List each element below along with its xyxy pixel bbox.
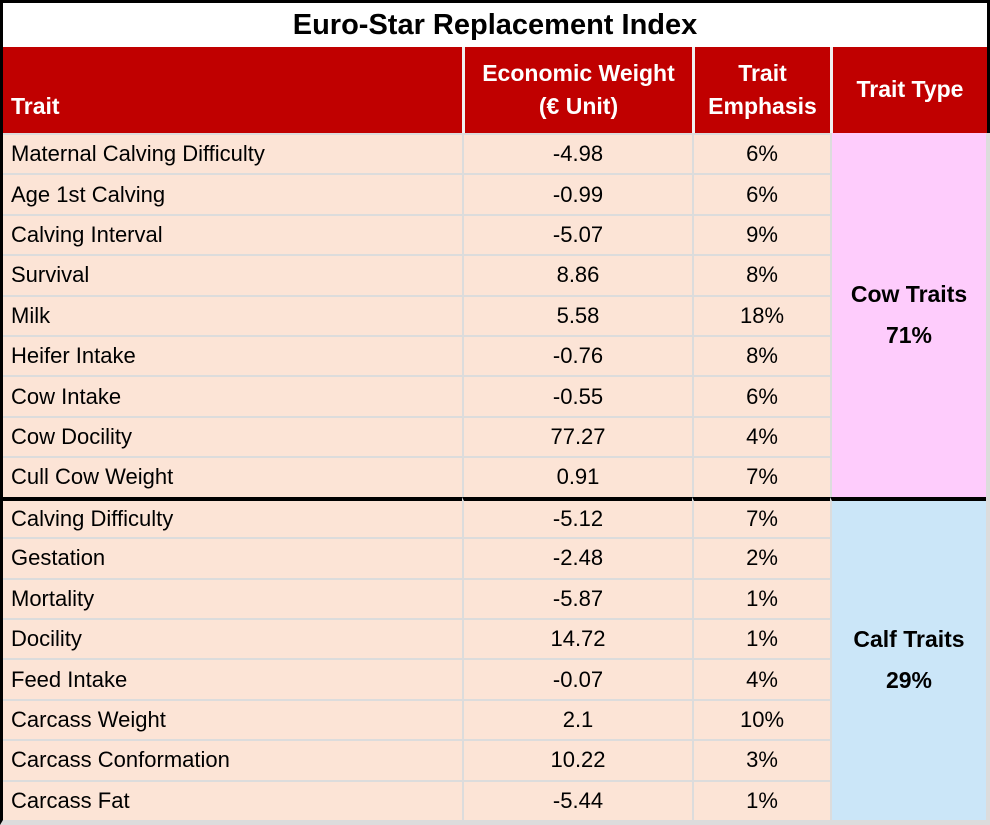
table-cell-weight: 8.86 <box>462 254 692 295</box>
group-cell-cow-traits: Cow Traits 71% <box>830 133 986 497</box>
table-cell-trait: Survival <box>3 254 462 295</box>
table-cell-weight: 14.72 <box>462 617 692 659</box>
table-cell-trait: Docility <box>3 617 462 659</box>
table-cell-emphasis: 3% <box>692 739 830 780</box>
table-cell-emphasis: 1% <box>692 577 830 618</box>
table-cell-weight: -0.07 <box>462 658 692 699</box>
table-cell-trait: Mortality <box>3 577 462 618</box>
table-cell-trait: Age 1st Calving <box>3 173 462 214</box>
table-cell-weight: 10.22 <box>462 739 692 780</box>
table-cell-weight: -4.98 <box>462 133 692 174</box>
table-cell-weight: 2.1 <box>462 698 692 740</box>
column-header-economic-weight-line1: Economic Weight <box>482 59 675 86</box>
table-cell-trait: Carcass Conformation <box>3 739 462 780</box>
table-cell-trait: Maternal Calving Difficulty <box>3 133 462 174</box>
table-header-row: Trait Economic Weight (€ Unit) Trait Emp… <box>3 47 990 133</box>
group-percent-calf: 29% <box>885 667 933 694</box>
table-cell-emphasis: 8% <box>692 335 830 376</box>
table-cell-emphasis: 6% <box>692 375 830 416</box>
table-cell-emphasis: 6% <box>692 133 830 174</box>
table-cell-emphasis: 6% <box>692 173 830 214</box>
page-title: Euro-Star Replacement Index <box>3 3 990 47</box>
column-header-trait-type-label: Trait Type <box>856 76 964 103</box>
table-cell-emphasis: 9% <box>692 213 830 255</box>
table-cell-emphasis: 7% <box>692 496 830 538</box>
table-cell-trait: Calving Difficulty <box>3 496 462 538</box>
table-cell-trait: Feed Intake <box>3 658 462 699</box>
column-header-trait-emphasis-line1: Trait <box>738 59 787 86</box>
table-cell-emphasis: 4% <box>692 415 830 457</box>
table-cell-weight: -5.12 <box>462 496 692 538</box>
table-cell-trait: Heifer Intake <box>3 335 462 376</box>
table-cell-weight: 5.58 <box>462 294 692 336</box>
table-cell-emphasis: 2% <box>692 537 830 578</box>
table-cell-trait: Calving Interval <box>3 213 462 255</box>
column-header-economic-weight: Economic Weight (€ Unit) <box>462 47 692 133</box>
group-cell-calf-traits: Calf Traits 29% <box>830 496 986 820</box>
table-cell-weight: -2.48 <box>462 537 692 578</box>
column-header-trait-label: Trait <box>11 92 60 119</box>
table-cell-trait: Gestation <box>3 537 462 578</box>
table-cell-trait: Milk <box>3 294 462 336</box>
table-body: Cow Traits 71% Calf Traits 29% Maternal … <box>3 133 990 820</box>
table-cell-emphasis: 8% <box>692 254 830 295</box>
group-label-calf: Calf Traits <box>853 626 965 653</box>
table-cell-weight: -0.55 <box>462 375 692 416</box>
table-cell-trait: Cow Docility <box>3 415 462 457</box>
column-header-trait: Trait <box>3 47 462 133</box>
table-cell-emphasis: 7% <box>692 456 830 497</box>
group-percent-cow: 71% <box>885 321 933 348</box>
group-label-cow: Cow Traits <box>850 280 968 307</box>
table-cell-weight: 77.27 <box>462 415 692 457</box>
table-cell-trait: Cull Cow Weight <box>3 456 462 497</box>
column-header-trait-type: Trait Type <box>830 47 987 133</box>
table-cell-emphasis: 4% <box>692 658 830 699</box>
column-header-trait-emphasis: Trait Emphasis <box>692 47 830 133</box>
table-cell-emphasis: 18% <box>692 294 830 336</box>
table-cell-weight: 0.91 <box>462 456 692 497</box>
table-cell-trait: Carcass Fat <box>3 779 462 820</box>
table-cell-weight: -5.07 <box>462 213 692 255</box>
column-header-economic-weight-line2: (€ Unit) <box>538 93 619 119</box>
table-cell-trait: Cow Intake <box>3 375 462 416</box>
table-cell-weight: -5.87 <box>462 577 692 618</box>
table-cell-weight: -5.44 <box>462 779 692 820</box>
column-header-trait-emphasis-line2: Emphasis <box>708 93 817 119</box>
table-cell-emphasis: 10% <box>692 698 830 740</box>
table-cell-emphasis: 1% <box>692 779 830 820</box>
table-cell-emphasis: 1% <box>692 617 830 659</box>
table-cell-weight: -0.76 <box>462 335 692 376</box>
table-cell-trait: Carcass Weight <box>3 698 462 740</box>
table-cell-weight: -0.99 <box>462 173 692 214</box>
